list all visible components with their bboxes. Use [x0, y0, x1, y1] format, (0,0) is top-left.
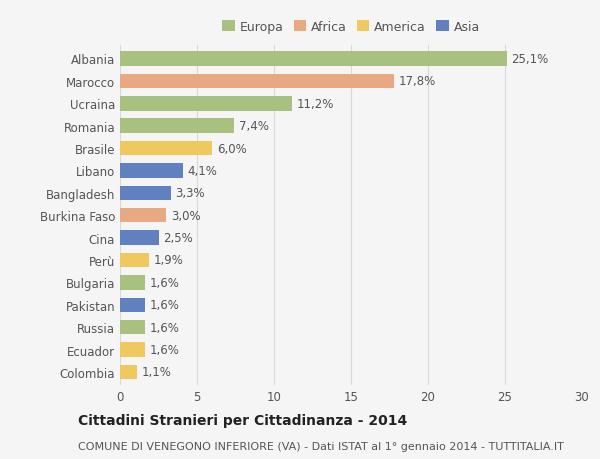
- Bar: [120, 365, 137, 380]
- Text: Cittadini Stranieri per Cittadinanza - 2014: Cittadini Stranieri per Cittadinanza - 2…: [78, 414, 407, 428]
- Bar: [120, 52, 506, 67]
- Text: 3,3%: 3,3%: [175, 187, 205, 200]
- Text: 1,6%: 1,6%: [149, 321, 179, 334]
- Bar: [120, 74, 394, 89]
- Bar: [120, 275, 145, 290]
- Bar: [120, 342, 145, 357]
- Bar: [120, 119, 234, 134]
- Text: 1,6%: 1,6%: [149, 276, 179, 289]
- Bar: [120, 141, 212, 156]
- Text: 1,6%: 1,6%: [149, 343, 179, 356]
- Text: 17,8%: 17,8%: [399, 75, 436, 88]
- Bar: [120, 97, 292, 111]
- Text: COMUNE DI VENEGONO INFERIORE (VA) - Dati ISTAT al 1° gennaio 2014 - TUTTITALIA.I: COMUNE DI VENEGONO INFERIORE (VA) - Dati…: [78, 441, 564, 451]
- Bar: [120, 253, 149, 268]
- Bar: [120, 298, 145, 313]
- Text: 1,9%: 1,9%: [154, 254, 184, 267]
- Text: 6,0%: 6,0%: [217, 142, 247, 155]
- Bar: [120, 320, 145, 335]
- Text: 1,6%: 1,6%: [149, 299, 179, 312]
- Bar: [120, 208, 166, 223]
- Text: 3,0%: 3,0%: [171, 209, 200, 222]
- Text: 1,1%: 1,1%: [142, 366, 172, 379]
- Bar: [120, 186, 171, 201]
- Text: 7,4%: 7,4%: [239, 120, 268, 133]
- Text: 11,2%: 11,2%: [297, 97, 334, 111]
- Text: 4,1%: 4,1%: [188, 165, 218, 178]
- Legend: Europa, Africa, America, Asia: Europa, Africa, America, Asia: [220, 18, 482, 36]
- Text: 25,1%: 25,1%: [511, 53, 548, 66]
- Bar: [120, 164, 183, 178]
- Text: 2,5%: 2,5%: [163, 232, 193, 245]
- Bar: [120, 231, 158, 246]
